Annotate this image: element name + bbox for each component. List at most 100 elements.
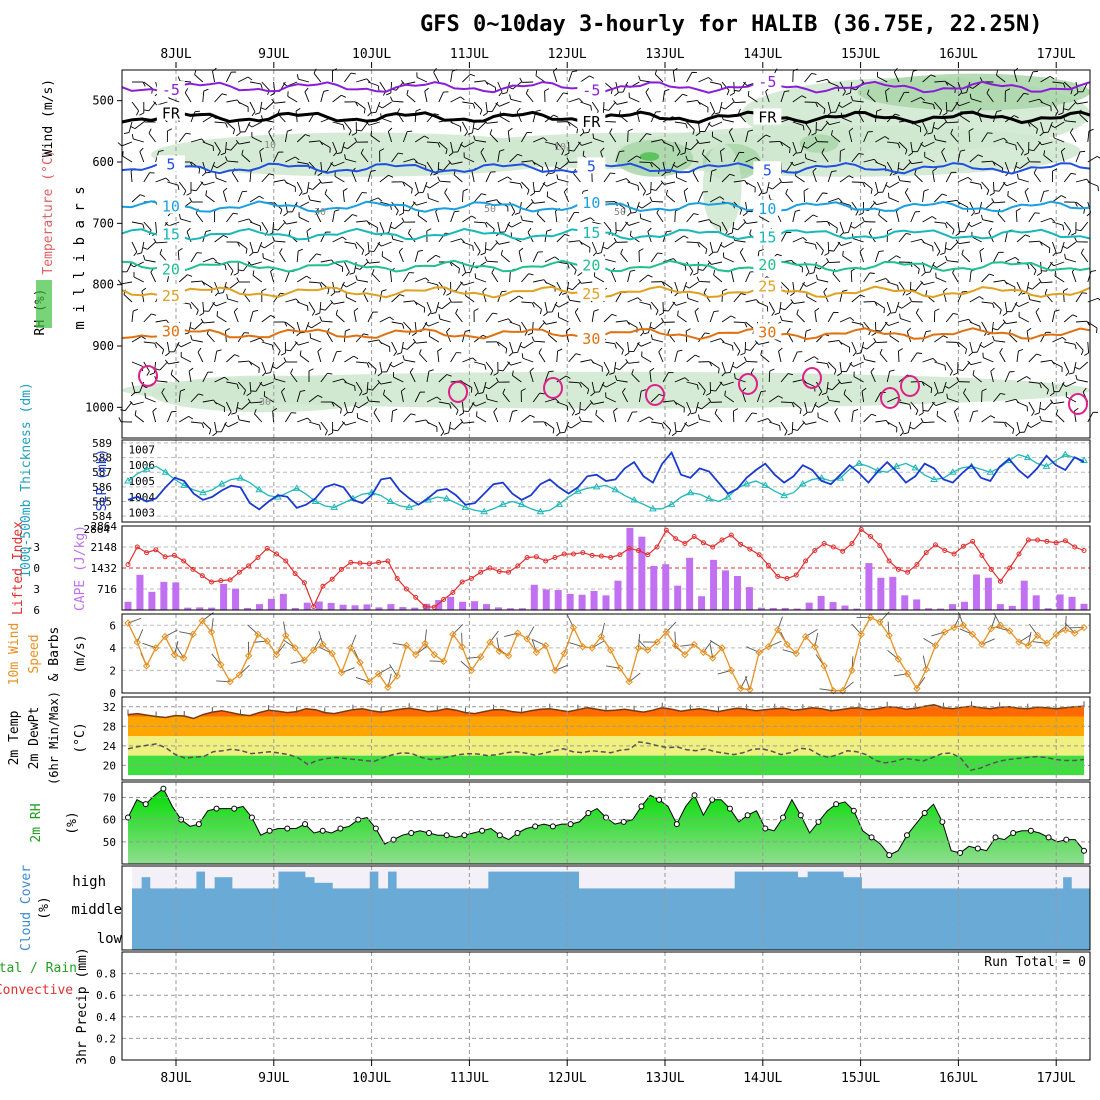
wind-barb [202,161,207,173]
wind-barb [435,301,440,313]
wind-barb-flag [238,269,244,272]
wind-speed-point [124,619,132,627]
wind-barb [249,311,254,323]
wind-barb-flag [427,193,429,199]
lifted-index-point [830,544,836,550]
wind-barb [284,201,288,213]
wind-barb-flag [505,348,508,354]
lifted-index-point [645,552,651,558]
wind10m-unit-label: (m/s) [73,634,88,673]
thickness-point [723,493,732,500]
wind-barb [143,221,152,231]
wind-barb-flag [802,125,805,131]
wind-barb [502,393,510,403]
wind-barb-flag [768,194,771,200]
wind-speed-point [272,650,281,659]
run-total-label: Run Total = 0 [984,955,1086,970]
wind-barb [829,121,841,126]
wind-barb-flag [661,423,665,429]
wind-barb-flag [141,287,147,292]
cape-bar [853,608,861,610]
wind-barb [622,392,628,403]
wind-barb-flag [932,104,936,110]
wind-barb-flag [223,187,228,192]
wind-barb-flag [371,111,377,114]
wind-barb-flag [366,220,371,226]
wind-barb-flag [980,184,983,190]
wind-barb-flag [1074,366,1080,370]
cloud-clear [679,866,690,889]
wind-barb [287,95,298,103]
lifted-index-point [431,604,437,610]
wind-barb-flag [320,308,326,311]
wind-barb [568,381,580,384]
wind-barb [155,319,167,323]
lifted-index-point [589,552,595,558]
wind-barb [556,92,564,103]
wind-barb-flag [569,149,575,152]
wind-barb-flag [961,92,967,94]
wind-barb-flag [333,151,338,157]
cloud-clear [277,866,288,872]
wind-barb-flag [693,272,699,276]
wind-barb [1066,241,1077,249]
wind-barb [603,314,613,323]
wind-speed-point [309,646,318,654]
wind-barb-flag [917,268,920,274]
wind-barb [936,415,947,423]
wind-barb [915,312,923,323]
wind-barb [901,301,912,309]
wind-barb-flag [780,307,786,311]
wind-barb-flag [1002,182,1007,187]
rh-contour-label: 30 [314,207,326,218]
wind-barb-flag [424,135,429,139]
wind-barb [214,281,219,293]
wind-barb [639,301,651,306]
wind-barb [1075,341,1084,351]
wind-barb-flag [936,251,941,256]
thickness-point [330,503,339,510]
wind-barb [591,381,595,393]
wind-barb [816,220,828,223]
wind-barb-flag [696,139,700,144]
wind-barb [226,99,238,103]
wind-barb [1005,398,1016,403]
wind-speed-point [662,628,671,636]
lifted-index-point [385,558,391,564]
wind-speed-point [625,678,633,686]
wind-barb-flag [821,392,827,395]
rh-contour-high [645,384,665,406]
wind-barb [887,397,898,403]
wind-barb [674,351,678,363]
wind-barb [957,318,969,323]
wind-barb-flag [986,190,990,196]
cape-bar [686,557,694,610]
wind-barb [591,101,599,112]
wind-barb [910,96,921,103]
lifted-index-point [236,569,242,575]
cape-bar [901,595,909,610]
wind-barb-flag [879,348,883,354]
wind-barb [268,131,275,143]
wind-barb-flag [904,188,909,193]
wind-barb-flag [703,288,707,294]
lifted-index-point [942,548,948,553]
cape-tick-label: 716 [97,583,117,596]
wind-barb-flag [1046,389,1049,395]
wind-speed-point [894,655,903,663]
wind-barb-flag [200,318,205,324]
wind-barb [438,374,448,383]
thickness-point [892,462,901,469]
wind-barb-flag [1048,247,1051,254]
lifted-index-point [403,586,409,592]
wind-barb [969,341,973,353]
wind-barb [1004,281,1016,288]
wind-barb [1040,359,1052,363]
wind-barb [898,233,907,243]
wind-barb-flag [657,252,663,255]
wind-barb [674,377,686,383]
wind-barb-flag [558,291,563,297]
wind-barb-flag [519,77,523,83]
cloud-clear [551,866,562,872]
cloud-clear [533,866,544,872]
